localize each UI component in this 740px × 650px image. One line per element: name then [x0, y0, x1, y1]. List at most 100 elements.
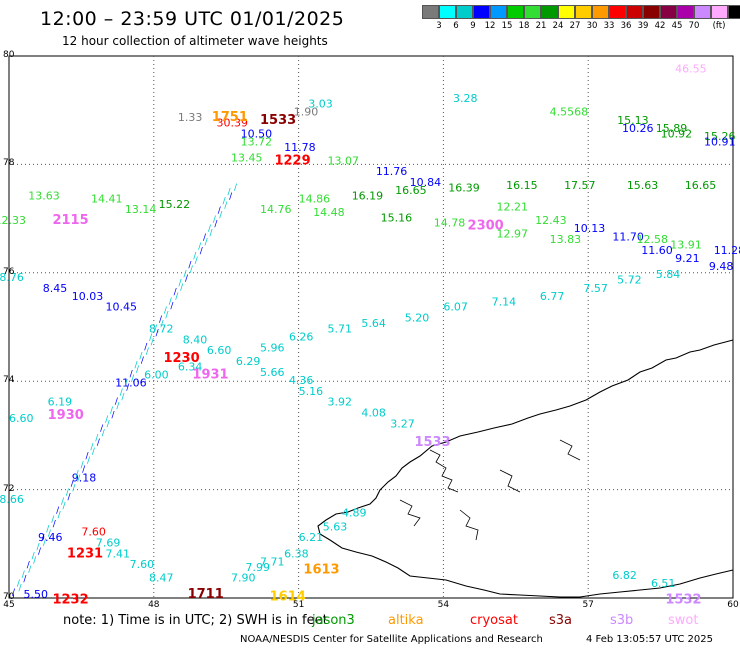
track-mark: /: [170, 301, 174, 311]
satellite-legend-item: altika: [388, 613, 424, 628]
track-mark: /: [125, 379, 129, 389]
swh-value: 12.33: [0, 214, 26, 227]
pass-time-label: 1711: [188, 587, 224, 602]
swh-value: 9.21: [675, 252, 700, 265]
scale-label: 42: [654, 21, 666, 31]
track-mark: /: [97, 438, 101, 448]
swh-value: 6.19: [48, 396, 73, 409]
scale-swatch: [524, 5, 541, 19]
longitude-tick-label: 54: [437, 600, 450, 610]
swh-value: 7.14: [492, 295, 516, 308]
scale-label: 21: [535, 21, 547, 31]
swh-value: 5.84: [656, 268, 681, 281]
scale-label: 39: [637, 21, 649, 31]
track-mark: /: [12, 588, 16, 598]
track-mark: /: [71, 479, 75, 489]
track-mark: /: [17, 579, 21, 589]
scale-swatch: [711, 5, 728, 19]
track-mark: /: [107, 420, 111, 430]
pass-time-label: 1232: [52, 592, 88, 607]
track-mark: /: [32, 552, 36, 562]
pass-time-label: 1230: [163, 351, 199, 366]
track-mark: /: [190, 265, 194, 275]
latitude-tick-label: 74: [3, 375, 15, 386]
swh-value: 13.63: [28, 190, 60, 203]
scale-swatch: [558, 5, 575, 19]
map-grid: [9, 56, 733, 598]
swh-value: 9.46: [38, 531, 63, 544]
track-mark: /: [43, 538, 47, 548]
swh-value: 15.89: [656, 122, 688, 135]
scale-swatch: [694, 5, 711, 19]
swh-value: 13.07: [328, 154, 360, 167]
track-mark: /: [156, 329, 160, 339]
swh-value: 15.13: [617, 114, 649, 127]
swh-value: 5.20: [405, 312, 430, 325]
swh-value: 3.28: [453, 92, 478, 105]
track-mark: /: [151, 338, 155, 348]
track-mark: /: [200, 247, 204, 257]
track-mark: /: [41, 533, 45, 543]
pass-time-label: 1229: [274, 153, 310, 168]
track-mark: /: [228, 188, 232, 198]
scale-label: 70: [688, 21, 700, 31]
swh-value: 12.97: [496, 228, 528, 241]
scale-label: 6: [453, 21, 459, 31]
longitude-tick-label: 57: [582, 600, 594, 610]
track-mark: /: [61, 497, 65, 507]
track-mark: /: [198, 242, 202, 252]
swh-value: 5.16: [299, 385, 324, 398]
track-mark: /: [46, 524, 50, 534]
scale-label: 33: [603, 21, 615, 31]
latitude-tick-label: 78: [3, 158, 15, 169]
swh-value: 11.70: [612, 230, 644, 243]
track-mark: /: [116, 401, 120, 411]
scale-swatch: [490, 5, 507, 19]
swh-value: 7.57: [583, 282, 608, 295]
latitude-tick-label: 76: [3, 266, 15, 277]
track-mark: /: [229, 192, 233, 202]
swh-value: 9.18: [72, 471, 97, 484]
swh-value: 10.26: [622, 122, 654, 135]
scale-label: (ft): [712, 21, 726, 31]
track-mark: /: [213, 215, 217, 225]
swh-value: 15.26: [704, 130, 736, 143]
track-mark: /: [33, 556, 37, 566]
longitude-tick-label: 45: [3, 600, 15, 610]
track-mark: /: [66, 488, 70, 498]
track-mark: /: [76, 470, 80, 480]
inner-coast-detail: [399, 439, 581, 541]
scale-swatch: [439, 5, 456, 19]
swh-value: 16.39: [448, 182, 480, 195]
scale-label: 45: [671, 21, 683, 31]
track-mark: /: [130, 370, 134, 380]
swh-value: 11.76: [376, 165, 408, 178]
swh-value: 13.72: [241, 135, 273, 148]
track-mark: /: [112, 411, 116, 421]
swh-value: 10.03: [72, 290, 104, 303]
swh-value: 5.96: [260, 341, 285, 354]
track-mark: /: [193, 251, 197, 261]
swh-value: 13.45: [231, 152, 263, 165]
scale-label: 9: [470, 21, 476, 31]
swh-value: 3.27: [390, 417, 415, 430]
track-mark: /: [95, 433, 99, 443]
swh-value: 6.82: [612, 569, 637, 582]
track-mark: /: [63, 502, 67, 512]
swh-value: 7.90: [231, 572, 256, 585]
swh-value: 7.99: [246, 561, 270, 574]
pass-time-label: 2115: [52, 213, 88, 228]
swh-value: 8.45: [43, 282, 68, 295]
track-mark: /: [92, 447, 96, 457]
track-mark: /: [223, 197, 227, 207]
swh-value: 11.06: [115, 377, 147, 390]
swh-value: 6.00: [144, 368, 169, 381]
swh-value: 16.65: [685, 179, 717, 192]
track-mark: /: [77, 474, 81, 484]
pass-time-label: 1751: [212, 110, 248, 125]
scale-swatch: [507, 5, 524, 19]
swh-value: 14.48: [313, 206, 345, 219]
swh-value: 14.86: [299, 192, 331, 205]
swh-value: 17.57: [564, 179, 596, 192]
